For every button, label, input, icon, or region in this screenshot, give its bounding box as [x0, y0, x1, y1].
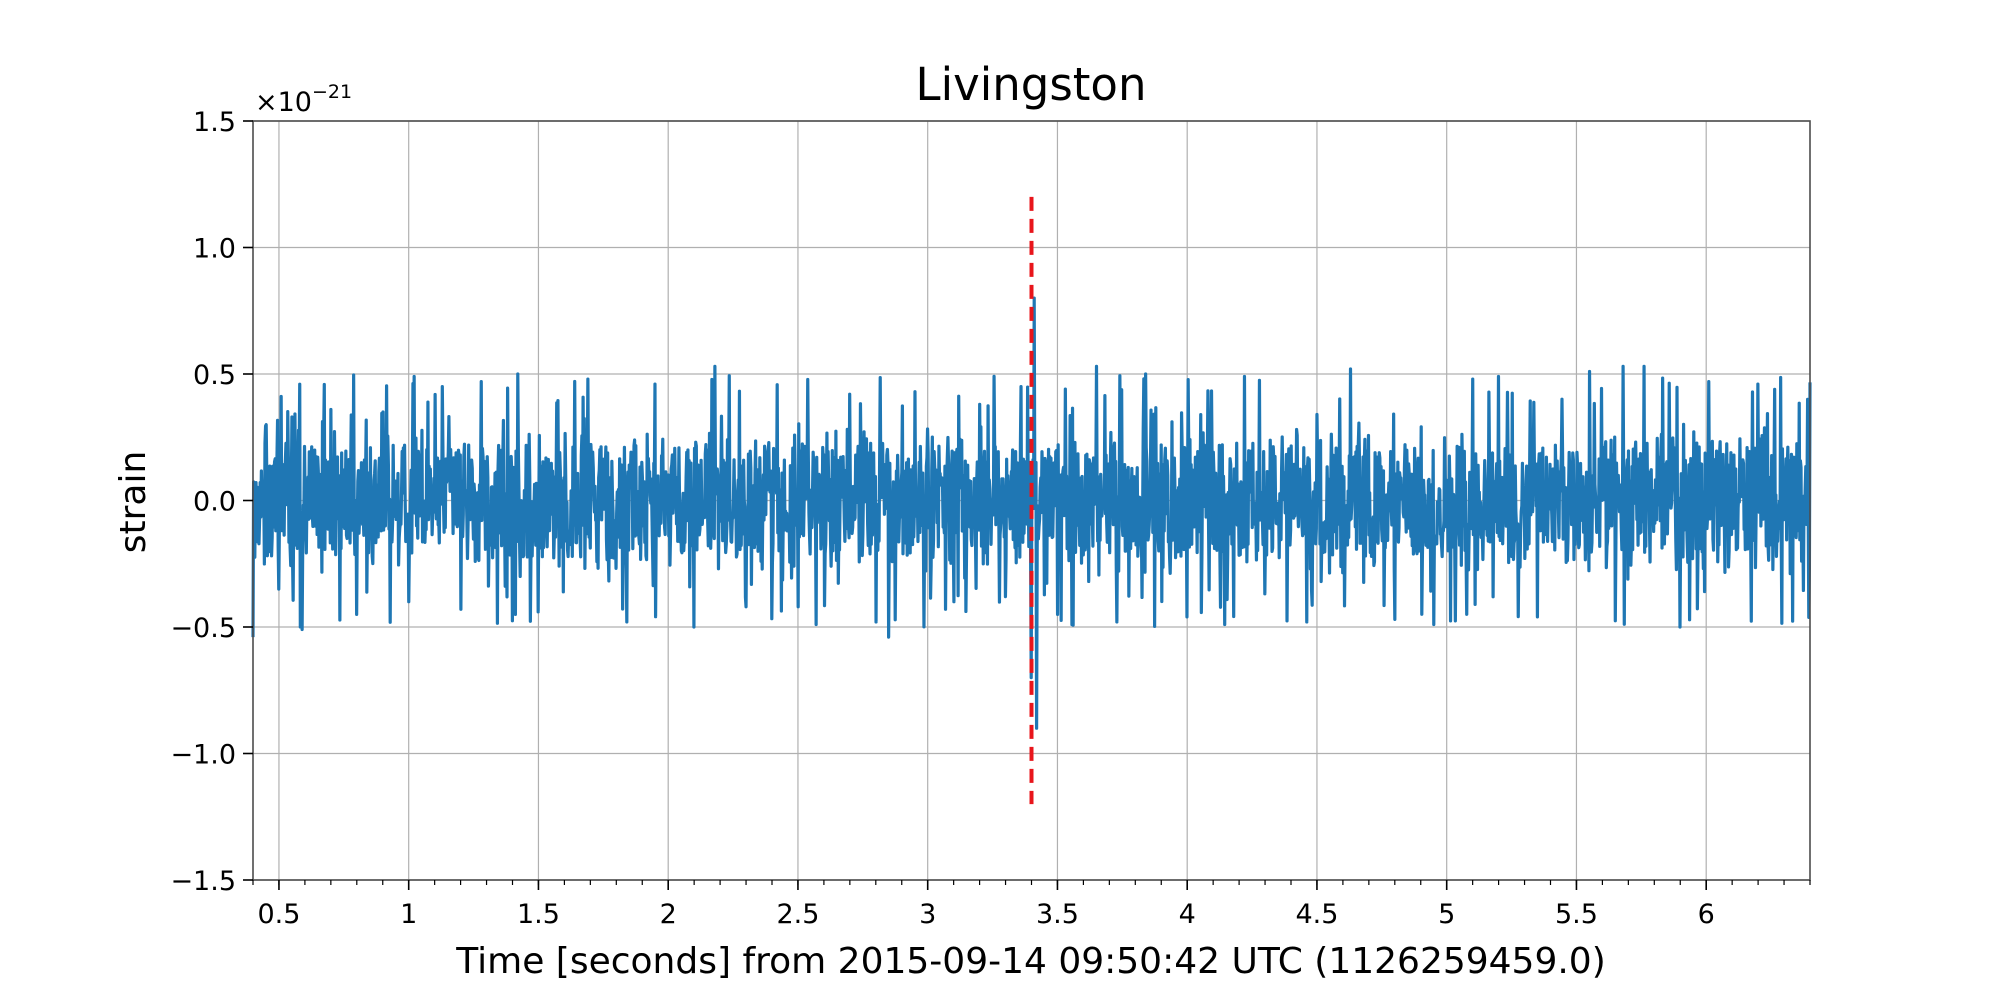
y-tick-label: −0.5 [170, 613, 236, 644]
strain-line [251, 296, 1812, 730]
x-axis-label: Time [seconds] from 2015-09-14 09:50:42 … [455, 941, 1606, 982]
y-offset-text: ×10−21 [255, 81, 352, 118]
y-tick-label: −1.5 [170, 866, 236, 897]
x-tick-label: 4.5 [1295, 899, 1338, 930]
y-tick-label: 0.0 [193, 487, 236, 518]
x-tick-label: 6 [1698, 899, 1715, 930]
strain-series [251, 296, 1812, 730]
y-tick-label: 1.5 [193, 107, 236, 138]
x-tick-label: 5 [1438, 899, 1455, 930]
y-tick-label: 1.0 [193, 234, 236, 265]
x-tick-label: 2.5 [776, 899, 819, 930]
x-tick-label: 0.5 [257, 899, 300, 930]
x-tick-label: 1.5 [517, 899, 560, 930]
y-axis: −1.5 −1.0 −0.5 0.0 0.5 1.0 1.5 [170, 107, 253, 897]
x-tick-label: 1 [400, 899, 417, 930]
offset-exponent: −21 [312, 81, 352, 103]
x-tick-label: 5.5 [1555, 899, 1598, 930]
x-tick-label: 4 [1179, 899, 1196, 930]
offset-base: ×10 [255, 87, 312, 118]
chart-title: Livingston [916, 58, 1147, 111]
x-tick-label: 3.5 [1036, 899, 1079, 930]
y-tick-label: 0.5 [193, 360, 236, 391]
x-tick-label: 3 [919, 899, 936, 930]
x-axis: 0.5 1 1.5 2 2.5 3 3.5 4 4.5 5 5.5 6 [252, 880, 1811, 930]
x-tick-label: 2 [660, 899, 677, 930]
y-tick-label: −1.0 [170, 740, 236, 771]
y-axis-label: strain [113, 451, 154, 554]
